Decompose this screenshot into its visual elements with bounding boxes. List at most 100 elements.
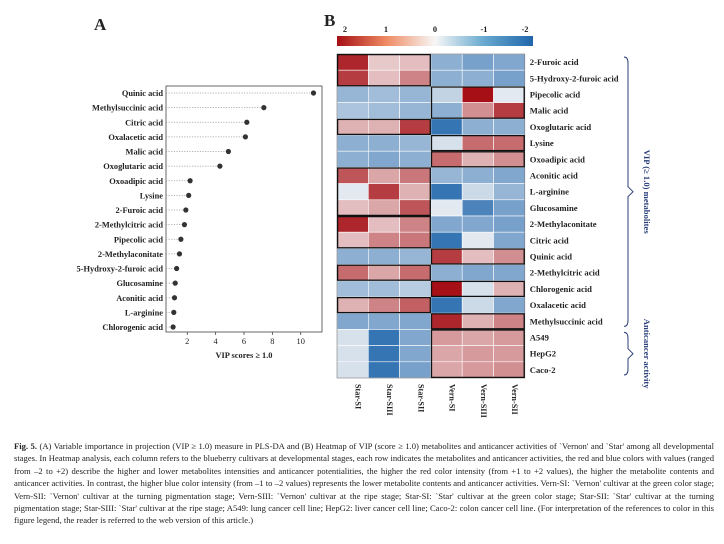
cell-glucosamine-vern-si bbox=[430, 199, 463, 217]
cell-pipecolic-acid-star-sii bbox=[399, 86, 432, 103]
figure-caption: Fig. 5. (A) Variable importance in proje… bbox=[14, 440, 714, 527]
cell-glucosamine-star-sii bbox=[399, 199, 432, 217]
category-label-chlorogenic-acid: Chlorogenic acid bbox=[102, 323, 163, 332]
cell-5-hydroxy-2-furoic-acid-star-sii bbox=[399, 69, 432, 87]
category-label-aconitic-acid: Aconitic acid bbox=[116, 294, 163, 303]
cell-2-furoic-acid-star-sii bbox=[399, 53, 432, 71]
row-label-oxoadipic-acid: Oxoadipic acid bbox=[530, 154, 585, 164]
cell-glucosamine-star-siii bbox=[367, 199, 400, 217]
cell-citric-acid-vern-si bbox=[430, 231, 463, 249]
cell-citric-acid-vern-sii bbox=[493, 231, 526, 249]
column-label-star-si: Star-SI bbox=[354, 384, 363, 409]
cell-5-hydroxy-2-furoic-acid-vern-sii bbox=[493, 69, 526, 87]
vip-lollipop-chart: Quinic acid Methylsuccinic acid Citric aci… bbox=[77, 85, 323, 360]
point-oxoglutaric-acid bbox=[217, 163, 223, 169]
cell-5-hydroxy-2-furoic-acid-star-si bbox=[336, 69, 369, 87]
category-label-l-arginine: L-arginine bbox=[125, 308, 163, 317]
cell-2-methylcitric-acid-vern-siii bbox=[461, 264, 494, 282]
legend-gradient-bar bbox=[337, 36, 533, 46]
cell-oxoadipic-acid-star-si bbox=[336, 150, 369, 168]
cell-a549-star-sii bbox=[399, 329, 432, 346]
cell-a549-vern-sii bbox=[493, 329, 526, 346]
cell-oxoglutaric-acid-vern-sii bbox=[493, 118, 526, 136]
cell-malic-acid-star-si bbox=[336, 102, 369, 120]
cell-aconitic-acid-vern-si bbox=[430, 167, 463, 184]
column-label-vern-si: Vern-SI bbox=[448, 384, 457, 411]
row-label-citric-acid: Citric acid bbox=[530, 235, 569, 245]
cell-methylsuccinic-acid-star-sii bbox=[399, 312, 432, 330]
cell-citric-acid-star-siii bbox=[367, 231, 400, 249]
point-citric-acid bbox=[244, 119, 250, 125]
cell-methylsuccinic-acid-star-si bbox=[336, 312, 369, 330]
figure-canvas: A B Quinic acid Methylsuccinic acid Citric… bbox=[77, 11, 652, 418]
row-label-glucosamine: Glucosamine bbox=[530, 203, 578, 213]
point-chlorogenic-acid bbox=[170, 324, 176, 330]
row-label-malic-acid: Malic acid bbox=[530, 106, 569, 116]
cell-chlorogenic-acid-vern-sii bbox=[493, 280, 526, 298]
legend-tick--1: -1 bbox=[481, 25, 488, 34]
legend-tick-2: 2 bbox=[343, 25, 347, 34]
cell-5-hydroxy-2-furoic-acid-vern-siii bbox=[461, 69, 494, 87]
category-label-lysine: Lysine bbox=[140, 191, 164, 200]
row-label-2-methylaconitate: 2-Methylaconitate bbox=[530, 219, 597, 229]
cell-l-arginine-vern-siii bbox=[461, 183, 494, 201]
row-label-2-methylcitric-acid: 2-Methylcitric acid bbox=[530, 268, 600, 278]
cell-glucosamine-vern-siii bbox=[461, 199, 494, 217]
figure: A B Quinic acid Methylsuccinic acid Citric… bbox=[77, 11, 652, 418]
point-malic-acid bbox=[225, 148, 231, 155]
category-label-citric-acid: Citric acid bbox=[125, 118, 163, 127]
x-tick-label-6: 6 bbox=[242, 337, 246, 346]
category-label-2-methylcitric-acid: 2-Methylcitric acid bbox=[95, 221, 163, 230]
cell-malic-acid-vern-siii bbox=[461, 102, 494, 120]
category-label-malic-acid: Malic acid bbox=[126, 148, 164, 157]
cell-lysine-star-siii bbox=[367, 134, 400, 152]
cell-2-methylcitric-acid-star-siii bbox=[367, 264, 400, 282]
cell-2-furoic-acid-star-si bbox=[336, 53, 369, 71]
category-label-pipecolic-acid: Pipecolic acid bbox=[114, 235, 163, 244]
row-label-l-arginine: L-arginine bbox=[530, 187, 569, 197]
highlight-box-2 bbox=[336, 118, 431, 136]
cell-quinic-acid-vern-si bbox=[430, 248, 463, 265]
cell-l-arginine-vern-sii bbox=[493, 183, 526, 201]
cell-a549-vern-siii bbox=[461, 329, 494, 346]
cell-chlorogenic-acid-vern-siii bbox=[461, 280, 494, 298]
point-pipecolic-acid bbox=[178, 236, 184, 242]
row-label-caco-2: Caco-2 bbox=[530, 365, 556, 375]
heatmap-color-legend: 2 1 0 -1 -2 bbox=[337, 25, 533, 46]
cell-chlorogenic-acid-star-siii bbox=[367, 280, 400, 298]
highlight-box-11 bbox=[430, 313, 525, 330]
cell-2-methylcitric-acid-star-sii bbox=[399, 264, 432, 282]
highlight-box-3 bbox=[430, 134, 525, 152]
cell-l-arginine-star-si bbox=[336, 183, 369, 201]
cell-lysine-vern-sii bbox=[493, 134, 526, 152]
highlight-box-8 bbox=[336, 264, 431, 281]
cell-malic-acid-star-sii bbox=[399, 102, 432, 120]
point-2-methylcitric-acid bbox=[181, 222, 188, 228]
point-glucosamine bbox=[172, 280, 178, 286]
cell-5-hydroxy-2-furoic-acid-star-siii bbox=[367, 69, 400, 87]
column-label-vern-sii: Vern-SII bbox=[510, 384, 519, 415]
cell-2-furoic-acid-vern-sii bbox=[493, 53, 526, 71]
row-label-chlorogenic-acid: Chlorogenic acid bbox=[530, 284, 592, 294]
cell-caco-2-vern-siii bbox=[461, 361, 494, 379]
cell-l-arginine-vern-si bbox=[430, 183, 463, 201]
cell-a549-vern-si bbox=[430, 329, 463, 346]
cell-oxalacetic-acid-star-sii bbox=[399, 296, 432, 314]
column-label-star-sii: Star-SII bbox=[416, 384, 425, 412]
cell-malic-acid-star-siii bbox=[367, 102, 400, 120]
category-label-glucosamine: Glucosamine bbox=[116, 279, 163, 288]
row-label-5-hydroxy-2-furoic-acid: 5-Hydroxy-2-furoic acid bbox=[530, 73, 619, 83]
cell-a549-star-siii bbox=[367, 329, 400, 346]
highlight-box-4 bbox=[430, 151, 525, 168]
cell-quinic-acid-star-siii bbox=[367, 248, 400, 265]
category-label-2-furoic-acid: 2-Furoic acid bbox=[115, 206, 163, 215]
highlight-box-0 bbox=[336, 53, 431, 87]
cell-hepg2-vern-siii bbox=[461, 345, 494, 363]
cell-glucosamine-star-si bbox=[336, 199, 369, 217]
highlight-box-10 bbox=[336, 296, 431, 314]
cell-pipecolic-acid-star-si bbox=[336, 86, 369, 103]
cell-oxoadipic-acid-vern-siii bbox=[461, 150, 494, 168]
cell-aconitic-acid-vern-sii bbox=[493, 167, 526, 184]
row-label-a549: A549 bbox=[530, 333, 549, 343]
row-label-aconitic-acid: Aconitic acid bbox=[530, 171, 578, 181]
